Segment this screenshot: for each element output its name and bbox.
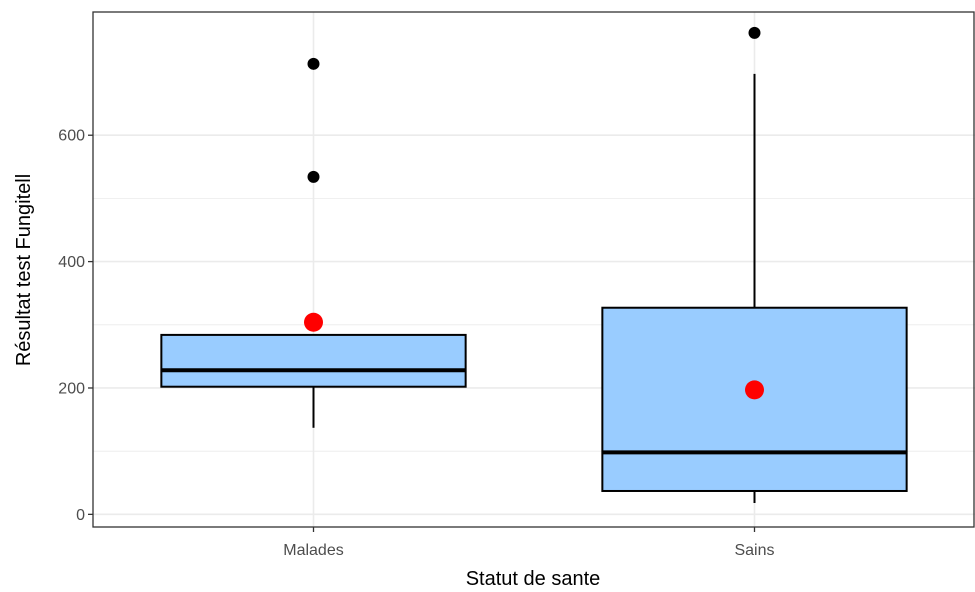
y-tick-label: 200 (58, 380, 85, 397)
outlier-point (307, 170, 320, 183)
mean-point (745, 380, 764, 400)
y-axis-title: Résultat test Fungitell (13, 174, 35, 366)
x-tick-label: Malades (283, 542, 343, 559)
x-axis-title: Statut de sante (466, 568, 601, 590)
outlier-point (748, 26, 761, 39)
iqr-box (160, 333, 467, 388)
outlier-point (307, 57, 320, 70)
mean-point (304, 312, 323, 332)
boxes (160, 26, 908, 503)
x-axis: Malades Sains (283, 527, 775, 559)
y-tick-label: 600 (58, 128, 85, 145)
y-axis: 0 200 400 600 (58, 128, 93, 524)
box-sains (601, 26, 908, 503)
box-malades (160, 57, 467, 428)
y-tick-label: 400 (58, 254, 85, 271)
plot-panel-border (92, 11, 975, 528)
y-tick-label: 0 (76, 507, 85, 524)
x-tick-label: Sains (734, 542, 774, 559)
